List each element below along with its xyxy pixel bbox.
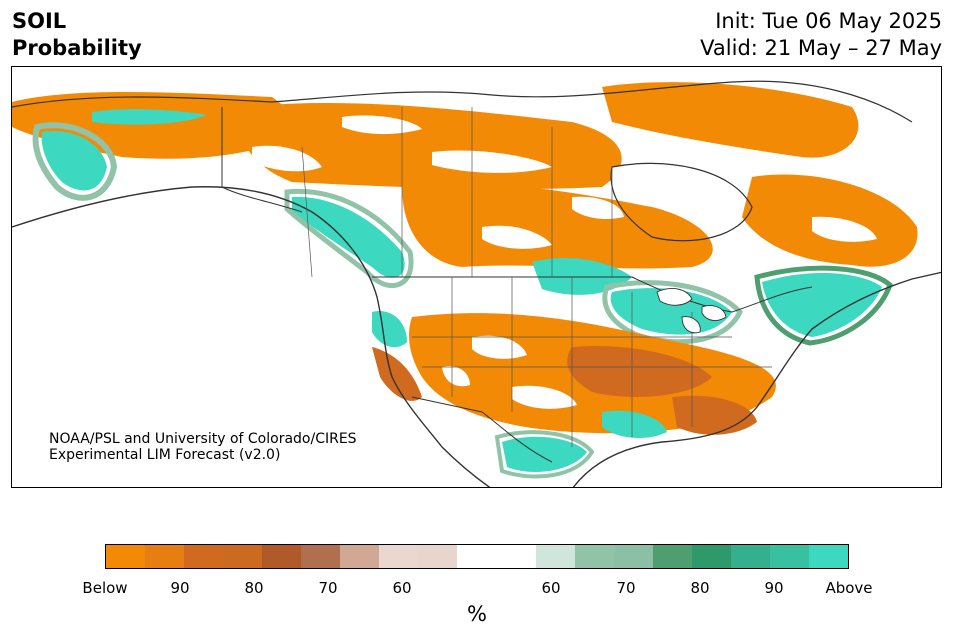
region-gulf-ring [494,430,595,479]
credit-line-2: Experimental LIM Forecast (v2.0) [49,447,281,463]
border-us-mexico [411,396,553,463]
probability-subtitle: Probability [12,36,142,60]
variable-title: SOIL [12,9,67,33]
region-gulf-above [502,436,587,472]
region-texas-coast-above [602,410,667,439]
region-northeast-ring [754,265,893,346]
region-prairies-white-1 [482,225,552,249]
colorbar-tick-label: 80 [690,579,710,597]
colorbar-unit: % [467,602,487,626]
colorbar-segment [457,545,497,568]
colorbar-segment [691,545,731,568]
coastline-pacific [12,186,491,487]
great-lakes [656,288,727,334]
coastline-hudson [610,162,753,242]
region-alaska-west-above [41,131,107,191]
colorbar-segment [652,545,692,568]
coastline-gulf-atlantic [572,271,941,487]
credit-line-1: NOAA/PSL and University of Colorado/CIRE… [49,431,357,447]
region-arctic-islands-below [602,82,859,158]
date-block: Init: Tue 06 May 2025 Valid: 21 May – 27… [700,8,942,62]
colorbar-segment [769,545,809,568]
state-lines [412,277,772,447]
region-quebec-white [812,216,877,242]
border-alaska [221,107,303,213]
region-central-white-3 [442,366,470,387]
colorbar-tick-label: Below [82,579,128,597]
colorbar-segment [145,545,185,568]
colorbar-segment [730,545,770,568]
colorbar-segment [106,545,146,568]
colorbar-tick-label: 70 [616,579,636,597]
colorbar-segment [379,545,419,568]
region-prairies-below [402,183,713,269]
colorbar-tick-label: 70 [318,579,338,597]
colorbar-segment [340,545,380,568]
colorbar-tick-label: Above [825,579,873,597]
region-north-canada-below [239,102,622,190]
colorbar-segment [535,545,575,568]
colorbar-segment [262,545,302,568]
colorbar [105,544,849,569]
colorbar-segment [418,545,458,568]
map-panel [11,66,942,488]
region-alaska-west-ring [32,122,118,201]
credit-text: NOAA/PSL and University of Colorado/CIRE… [49,431,357,463]
region-central-white-2 [512,385,577,409]
colorbar-segment [301,545,341,568]
region-alaska-north-above [92,109,207,125]
region-west-coast-above [372,311,407,348]
coastline-arctic [12,80,913,123]
region-bc-above-ring [284,188,414,289]
border-canada-us [372,276,813,313]
valid-range: Valid: 21 May – 27 May [700,36,942,60]
region-white-patch-1 [252,145,322,172]
colorbar-segment [184,545,224,568]
forecast-map [12,80,941,487]
region-central-us-dark [567,346,712,397]
colorbar-segment [496,545,536,568]
colorbar-tick-label: 60 [392,579,412,597]
colorbar-segment [808,545,848,568]
region-central-white-1 [472,335,527,359]
region-white-patch-3 [432,150,552,173]
region-great-lakes-ring [602,280,743,345]
colorbar-tick-label: 90 [764,579,784,597]
region-california-below [372,347,422,401]
region-prairies-white-2 [572,196,624,220]
title-block: SOIL Probability [12,8,142,62]
colorbar-tick-label: 60 [541,579,561,597]
region-great-lakes-above [610,288,732,335]
init-date: Init: Tue 06 May 2025 [715,9,942,33]
colorbar-segment [223,545,263,568]
colorbar-tick-label: 80 [244,579,264,597]
region-northeast-above [762,272,882,337]
colorbar-segment [574,545,614,568]
province-lines [301,107,613,278]
colorbar-tick-label: 90 [170,579,190,597]
colorbar-segment [613,545,653,568]
